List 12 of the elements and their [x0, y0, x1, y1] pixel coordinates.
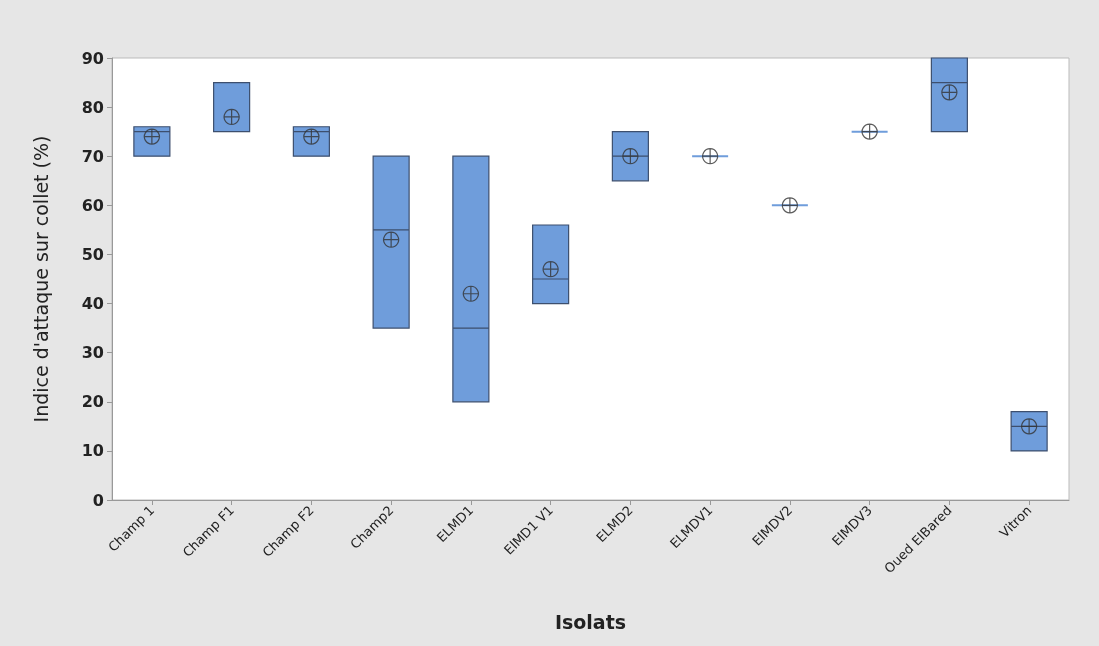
y-tick-label: 30 [81, 343, 104, 363]
y-tick-label: 80 [81, 97, 104, 117]
y-tick-label: 70 [81, 146, 104, 166]
y-tick-label: 40 [81, 294, 104, 314]
y-tick-label: 20 [81, 392, 104, 412]
y-tick-label: 0 [92, 490, 104, 510]
y-tick-label: 50 [81, 244, 104, 264]
y-tick-label: 10 [81, 441, 104, 461]
y-axis-title: Indice d'attaque sur collet (%) [29, 135, 52, 423]
y-tick-label: 60 [81, 195, 104, 215]
y-tick-label: 90 [81, 48, 104, 68]
x-axis-title: Isolats [554, 610, 627, 633]
